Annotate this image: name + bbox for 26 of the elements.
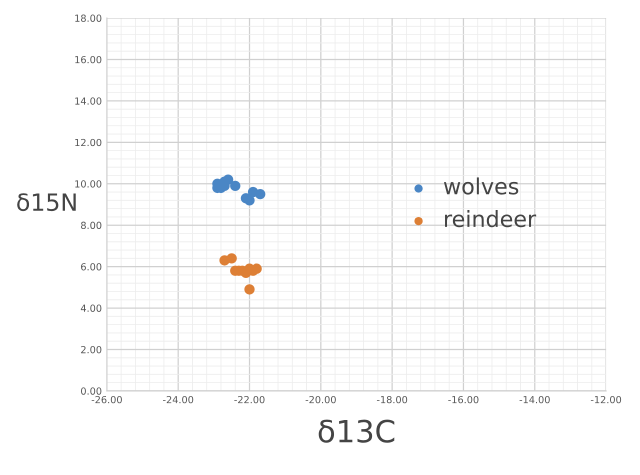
y-tick-label: 4.00 (80, 304, 102, 312)
point (255, 188, 266, 200)
y-tick-label: 6.00 (81, 263, 102, 270)
point (230, 180, 240, 191)
y-tick-label: 2.00 (81, 346, 102, 354)
y-tick-label: 10.00 (75, 180, 102, 188)
y-tick-label: 16.00 (75, 56, 102, 64)
y-tick-label: 8.00 (81, 222, 102, 230)
x-axis-title: δ13C (318, 420, 394, 443)
point (226, 253, 237, 264)
x-tick-label: -20.00 (306, 396, 336, 404)
x-tick-label: -26.00 (92, 396, 122, 404)
legend-label: wolves (444, 177, 518, 195)
x-tick-label: -18.00 (376, 396, 408, 404)
y-tick-label: 14.00 (75, 97, 102, 105)
legend-label: reindeer (445, 210, 536, 228)
x-tick-label: -14.00 (520, 396, 550, 404)
x-tick-label: -24.00 (163, 396, 194, 404)
y-tick-label: 18.00 (75, 14, 102, 22)
y-tick-label: 0.00 (81, 387, 102, 395)
point (244, 284, 255, 295)
x-tick-label: -16.00 (448, 396, 478, 404)
x-tick-label: -12.00 (590, 396, 622, 404)
y-axis-title: δ15N (17, 193, 76, 212)
x-tick-label: -22.00 (234, 396, 265, 404)
y-tick-label: 12.00 (75, 138, 102, 146)
